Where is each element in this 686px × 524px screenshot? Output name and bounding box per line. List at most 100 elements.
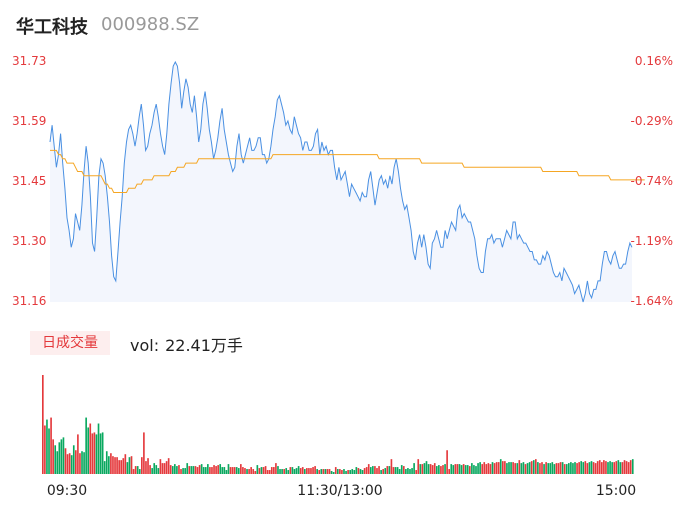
y-tick-right: -1.64% xyxy=(631,294,673,308)
volume-bar xyxy=(497,462,500,474)
volume-bar xyxy=(611,462,613,474)
volume-bar xyxy=(200,464,203,474)
volume-bar xyxy=(128,457,131,474)
x-tick-open: 09:30 xyxy=(47,483,87,499)
average-price-line xyxy=(50,149,645,193)
volume-bar xyxy=(79,453,81,474)
volume-bar xyxy=(264,466,267,474)
volume-bar xyxy=(359,469,362,474)
volume-bar xyxy=(605,461,607,474)
volume-bar xyxy=(324,469,327,474)
volume-bar xyxy=(512,462,514,474)
volume-bar xyxy=(433,463,436,474)
volume-bar xyxy=(394,467,397,474)
volume-bar xyxy=(563,464,566,474)
volume-bar xyxy=(543,464,545,474)
volume-bar xyxy=(382,469,384,474)
volume-bar xyxy=(134,466,137,474)
volume-bar xyxy=(454,464,457,474)
volume-bar xyxy=(229,467,232,474)
volume-bar xyxy=(504,461,506,474)
volume-bar xyxy=(310,468,312,474)
volume-bar xyxy=(266,470,269,474)
volume-bar xyxy=(211,467,213,474)
volume-bar xyxy=(452,465,455,474)
volume-bar xyxy=(440,466,442,474)
volume-bar xyxy=(72,445,75,474)
volume-bar xyxy=(153,463,156,474)
volume-bar xyxy=(402,466,405,474)
volume-bar xyxy=(299,468,302,474)
volume-bar xyxy=(256,465,259,474)
volume-bar xyxy=(110,453,112,474)
volume-bar xyxy=(629,460,632,474)
volume-bar xyxy=(619,462,622,474)
volume-bar xyxy=(46,419,48,474)
volume-bar xyxy=(143,432,145,474)
volume-bar xyxy=(291,467,294,474)
volume-bar xyxy=(561,462,564,474)
volume-bar xyxy=(105,451,108,474)
volume-bar xyxy=(501,461,504,474)
volume-bar xyxy=(471,463,473,474)
volume-bar xyxy=(549,463,552,474)
volume-bar xyxy=(417,459,420,474)
volume-bar xyxy=(223,467,226,474)
volume-bar xyxy=(167,458,170,474)
volume-bar xyxy=(188,466,191,474)
volume-bar xyxy=(235,467,238,474)
volume-bar xyxy=(138,469,141,474)
volume-bar xyxy=(596,461,599,474)
volume-bar xyxy=(54,445,57,474)
volume-bar xyxy=(516,463,519,474)
y-tick-left: 31.16 xyxy=(12,294,46,308)
volume-readout: vol: 22.41万手 xyxy=(130,332,243,356)
volume-bar xyxy=(450,464,453,474)
volume-bar xyxy=(458,464,461,474)
volume-bar xyxy=(295,468,298,474)
volume-bar xyxy=(415,470,417,474)
y-tick-right: -0.29% xyxy=(631,114,673,128)
volume-bar xyxy=(369,467,372,474)
volume-bar xyxy=(386,466,389,474)
volume-bar xyxy=(120,460,123,474)
volume-bar xyxy=(42,375,44,474)
volume-bar xyxy=(405,469,407,474)
volume-bar xyxy=(165,461,168,474)
volume-bar xyxy=(427,464,430,474)
volume-bar xyxy=(314,466,316,474)
volume-bar xyxy=(537,462,539,474)
volume-bar xyxy=(347,470,349,474)
y-tick-right: -1.19% xyxy=(631,234,673,248)
price-line xyxy=(49,60,633,303)
volume-bar xyxy=(442,465,444,474)
volume-bar xyxy=(355,467,358,474)
volume-bar xyxy=(215,466,217,474)
volume-bar xyxy=(101,432,104,474)
volume-bar xyxy=(623,460,626,474)
volume-bar xyxy=(506,463,508,474)
volume-bar xyxy=(557,463,560,474)
volume-bar xyxy=(60,439,63,474)
volume-bar xyxy=(491,462,494,474)
volume-bar xyxy=(448,469,451,474)
volume-bar xyxy=(289,467,292,474)
volume-bar xyxy=(99,433,102,474)
volume-bar xyxy=(136,466,139,474)
volume-bar xyxy=(522,462,525,474)
volume-bar xyxy=(227,464,230,474)
volume-bar xyxy=(231,467,234,474)
volume-bar xyxy=(378,466,380,474)
volume-bar xyxy=(613,462,616,474)
volume-bar xyxy=(407,468,409,474)
volume-bar xyxy=(598,460,601,474)
volume-bar xyxy=(122,458,125,474)
volume-bar xyxy=(392,467,395,474)
volume-bar xyxy=(81,451,83,474)
volume-bar xyxy=(339,469,341,474)
volume-bar xyxy=(174,464,176,474)
volume-bar xyxy=(466,465,469,474)
volume-bar xyxy=(487,463,490,474)
volume-bar xyxy=(485,464,488,474)
volume-bar xyxy=(48,428,50,474)
